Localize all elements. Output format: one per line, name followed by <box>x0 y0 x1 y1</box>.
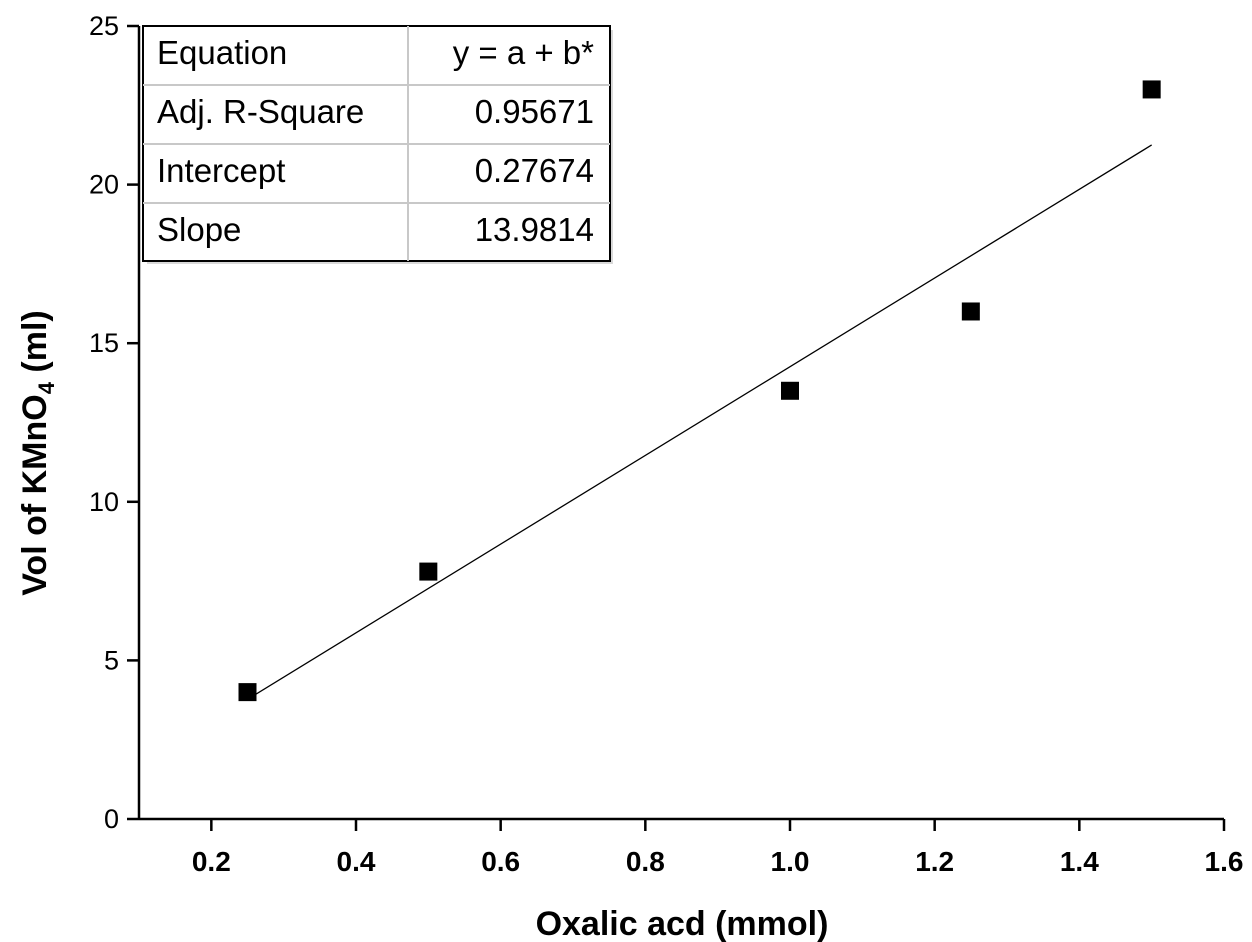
table-label-slope: Slope <box>157 211 241 248</box>
table-value-equation: y = a + b* <box>453 34 594 71</box>
table-label-intercept: Intercept <box>157 152 285 189</box>
data-point <box>1142 80 1161 99</box>
x-tick-label: 1.4 <box>1060 846 1099 877</box>
y-tick-label: 25 <box>89 11 119 41</box>
y-axis-title: Vol of KMnO4 (ml) <box>16 310 59 595</box>
linear-fit-line <box>247 144 1153 700</box>
x-tick-label: 0.8 <box>626 846 665 877</box>
y-axis-title-subscript: 4 <box>34 381 59 394</box>
x-tick-label: 0.6 <box>481 846 520 877</box>
x-tick-label: 0.4 <box>337 846 376 877</box>
data-point <box>961 302 980 321</box>
y-axis-title-prefix: Vol of KMnO <box>16 394 54 595</box>
table-value-adj-r-square: 0.95671 <box>475 93 594 130</box>
table-value-intercept: 0.27674 <box>475 152 594 189</box>
data-point <box>419 562 438 581</box>
x-axis-title: Oxalic acd (mmol) <box>536 905 829 942</box>
y-tick-label: 0 <box>104 804 119 834</box>
y-tick-label: 20 <box>89 170 119 200</box>
data-points <box>238 80 1161 702</box>
x-axis-ticks: 0.2 0.4 0.6 0.8 1.0 1.2 1.4 1.6 <box>192 819 1244 877</box>
x-tick-label: 0.2 <box>192 846 231 877</box>
y-tick-label: 15 <box>89 328 119 358</box>
table-label-adj-r-square: Adj. R-Square <box>157 93 364 130</box>
data-point <box>781 381 799 400</box>
y-axis-title-suffix: (ml) <box>16 310 54 382</box>
y-axis-ticks: 0 5 10 15 20 25 <box>89 11 139 834</box>
table-value-slope: 13.9814 <box>475 211 594 248</box>
x-tick-label: 1.2 <box>915 846 954 877</box>
data-point <box>238 683 257 702</box>
fit-results-table: Equation y = a + b* Adj. R-Square 0.9567… <box>142 25 613 264</box>
x-tick-label: 1.6 <box>1205 846 1244 877</box>
table-label-equation: Equation <box>157 34 287 71</box>
x-tick-label: 1.0 <box>771 846 810 877</box>
y-tick-label: 10 <box>89 487 119 517</box>
y-tick-label: 5 <box>104 645 119 675</box>
